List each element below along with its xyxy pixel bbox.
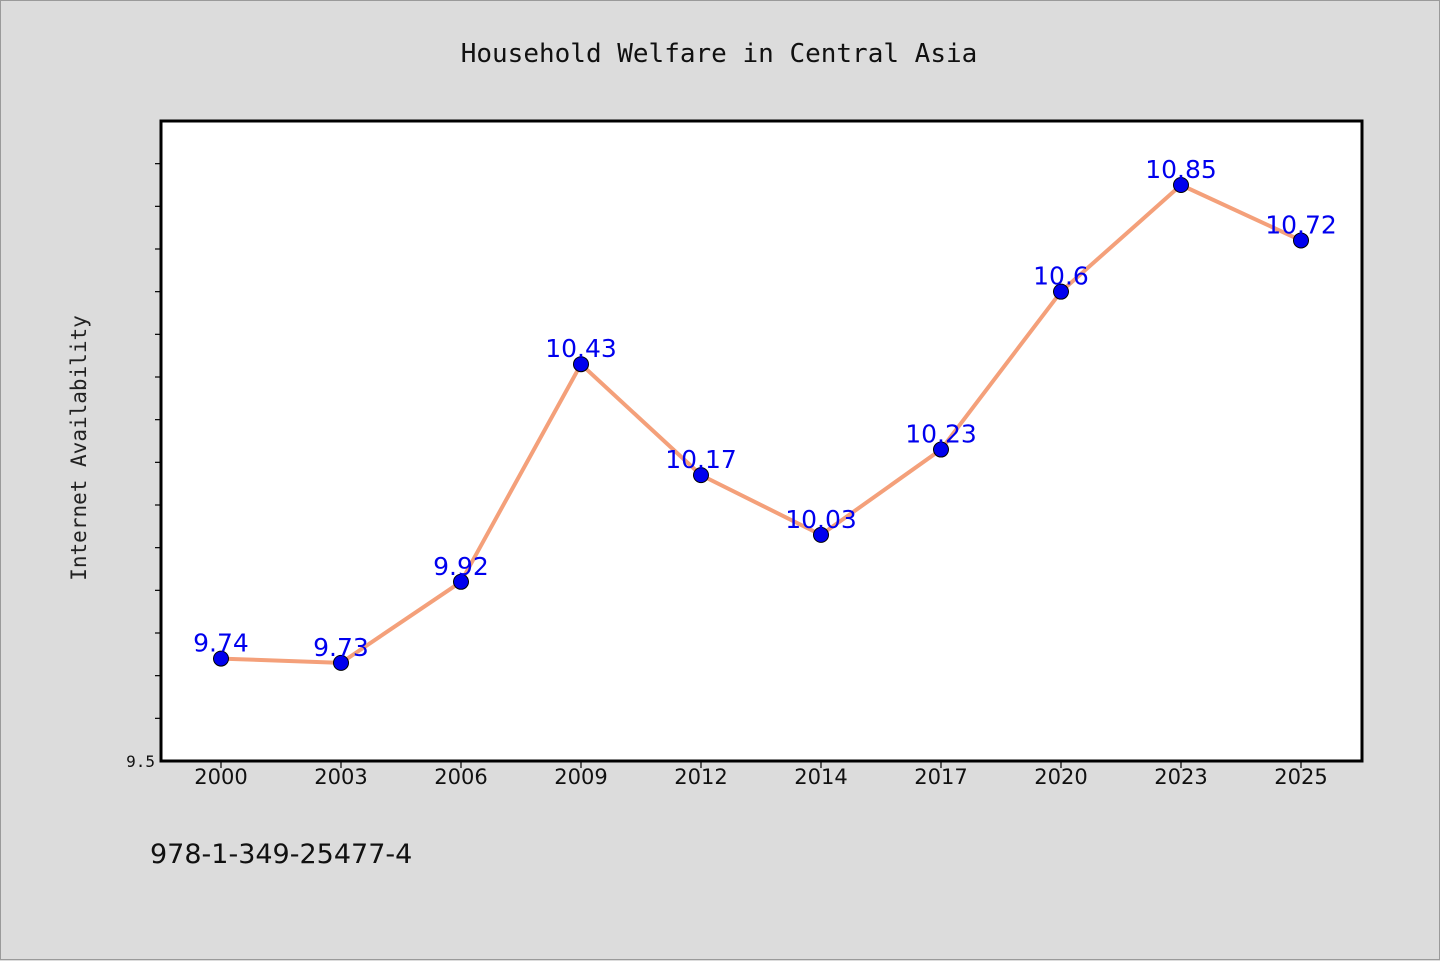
data-point xyxy=(1293,232,1309,249)
data-point xyxy=(693,467,709,484)
isbn-text: 978-1-349-25477-4 xyxy=(150,839,412,870)
data-point xyxy=(1173,177,1189,193)
x-tick-label: 2003 xyxy=(314,765,367,789)
data-label: 10.85 xyxy=(1145,155,1217,184)
y-axis-label: Internet Availability xyxy=(67,315,91,581)
y-axis-ticks: 9.5 xyxy=(126,163,161,771)
data-label: 9.92 xyxy=(433,552,489,581)
x-tick-label: 2014 xyxy=(794,765,847,789)
data-markers xyxy=(213,177,1309,671)
x-tick-label: 2023 xyxy=(1154,765,1207,789)
plot-area xyxy=(159,119,1364,763)
data-point xyxy=(813,526,829,543)
series-lines xyxy=(220,183,1302,665)
data-point xyxy=(453,573,469,590)
data-label: 10.72 xyxy=(1265,210,1337,239)
data-label: 9.73 xyxy=(313,633,369,662)
x-tick-label: 2009 xyxy=(554,765,607,789)
x-tick-label: 2025 xyxy=(1274,765,1327,789)
data-point xyxy=(213,650,229,667)
x-tick-label: 2006 xyxy=(434,765,487,789)
data-point xyxy=(1053,283,1069,300)
series-line xyxy=(220,183,1302,665)
data-label: 10.43 xyxy=(545,334,617,363)
data-point xyxy=(933,441,949,458)
x-tick-label: 2017 xyxy=(914,765,967,789)
x-axis-ticks: 2000 2003 2006 2009 2012 2014 2017 2020 2023 2025 xyxy=(194,761,1328,789)
x-tick-label: 2000 xyxy=(194,765,247,789)
data-label: 10.6 xyxy=(1033,262,1089,291)
data-point xyxy=(573,356,589,373)
chart-title: Household Welfare in Central Asia xyxy=(461,39,978,69)
data-label: 9.74 xyxy=(193,629,249,658)
data-labels: 9.74 9.73 9.92 10.43 10.17 10.03 10.23 10.6 10.8… xyxy=(193,155,1337,662)
y-tick-label: 9.5 xyxy=(126,752,155,771)
data-label: 10.17 xyxy=(665,445,737,474)
x-tick-label: 2012 xyxy=(674,765,727,789)
data-point xyxy=(333,654,349,671)
x-tick-label: 2020 xyxy=(1034,765,1087,789)
data-label: 10.03 xyxy=(785,505,857,534)
data-label: 10.23 xyxy=(905,420,977,449)
